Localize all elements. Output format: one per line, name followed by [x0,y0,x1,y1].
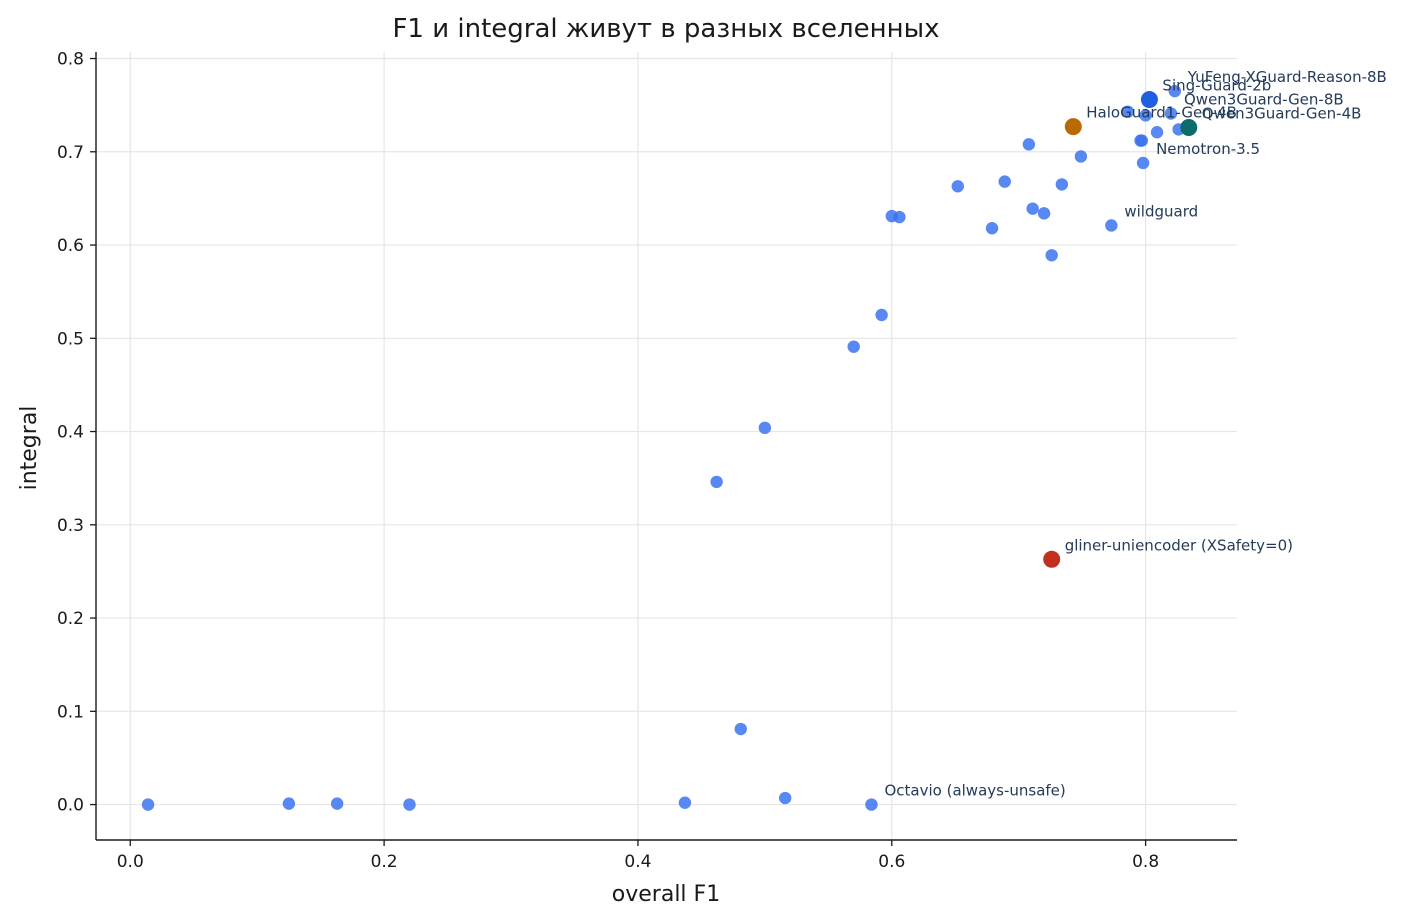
data-point [403,798,416,811]
y-tick-label: 0.7 [57,143,84,163]
data-point [734,722,747,736]
point-annotation: Nemotron-3.5 [1156,140,1260,158]
data-point [141,798,155,811]
data-point [1037,207,1051,220]
data-point [1026,202,1039,215]
point-annotation: Octavio (always-unsafe) [884,782,1065,800]
point-annotation: YuFeng-XGuard-Reason-8B [1187,68,1387,86]
point-annotation: Qwen3Guard-Gen-4B [1202,105,1362,123]
data-point [1140,91,1158,109]
data-point [1180,119,1198,137]
y-tick-label: 0.5 [57,329,84,349]
data-point [951,180,964,193]
point-annotation: Sing-Guard-2b [1162,77,1271,95]
data-point [1055,178,1069,191]
y-axis-label: integral [17,406,42,491]
data-points [141,84,1198,811]
point-annotation: wildguard [1124,202,1198,220]
data-point [847,340,860,353]
point-annotation: Qwen3Guard-Gen-8B [1184,91,1344,109]
y-tick-label: 0.3 [57,516,84,536]
chart-title: F1 и integral живут в разных вселенных [392,14,939,44]
data-point [893,210,906,224]
x-tick-label: 0.6 [878,852,905,872]
data-point [1022,138,1036,151]
data-point [1045,249,1058,262]
y-tick-label: 0.2 [57,609,84,629]
data-point [1064,118,1082,136]
data-point [1043,550,1061,568]
y-tick-label: 0.4 [57,423,84,443]
point-annotation: HaloGuard1-Gen-4B [1086,104,1237,122]
data-point [710,475,723,489]
x-tick-label: 0.4 [624,852,651,872]
y-tick-label: 0.0 [57,796,84,816]
data-point [678,796,692,809]
grid-lines [96,52,1237,840]
x-tick-label: 0.2 [371,852,398,872]
data-point [778,791,792,805]
x-tick-label: 0.8 [1132,852,1159,872]
data-point [1105,219,1118,232]
y-tick-label: 0.6 [57,236,84,256]
data-point [1074,150,1088,163]
data-point [865,798,878,811]
data-point [998,175,1011,188]
data-point [875,308,888,322]
data-point [282,797,296,810]
data-point [1150,125,1164,139]
axes: 0.0 0.2 0.4 0.6 0.8 0.0 0.1 0.2 0.3 0.4 0.5 0.6 0.7 0… [57,50,1237,872]
data-point [758,421,772,435]
data-point [330,797,344,810]
x-axis-label: overall F1 [612,882,720,907]
x-tick-label: 0.0 [117,852,144,872]
data-point [1121,105,1135,118]
data-point [1139,109,1152,122]
data-point [1136,156,1150,170]
y-tick-label: 0.8 [57,50,84,70]
y-tick-label: 0.1 [57,702,84,722]
data-point [1168,84,1182,98]
data-point [985,222,999,235]
point-annotation: gliner-uniencoder (XSafety=0) [1065,536,1293,554]
data-point [1164,107,1178,120]
data-point [1135,134,1149,147]
